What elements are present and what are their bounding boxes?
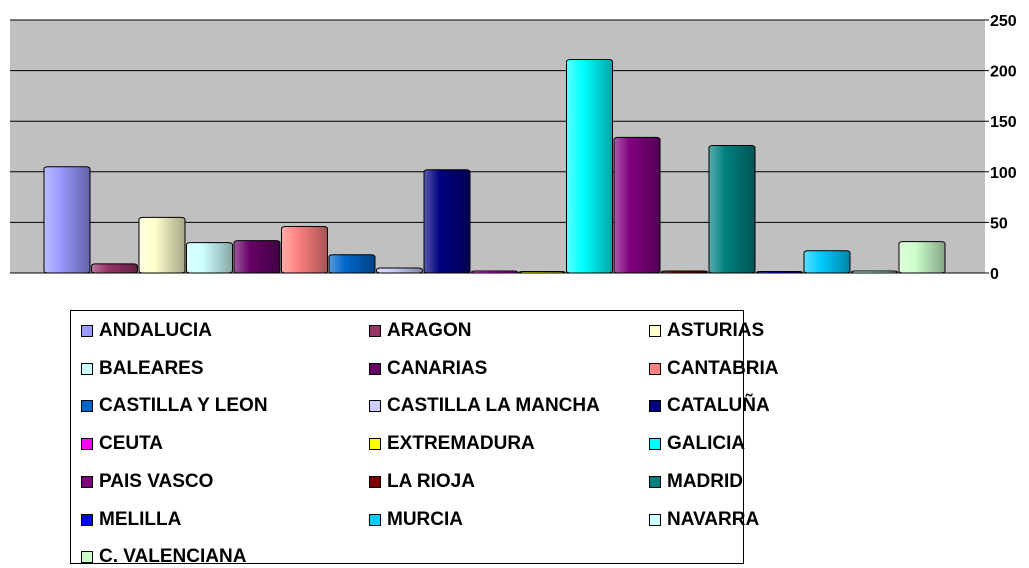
legend-swatch	[369, 325, 381, 337]
bar-canarias	[233, 240, 281, 274]
bar-aragon	[91, 263, 138, 274]
legend: ANDALUCIA ARAGON ASTURIAS BALEARES CANARIAS C…	[70, 310, 779, 567]
legend-swatch	[369, 438, 381, 451]
legend-item: MELILLA	[81, 509, 181, 531]
y-tick-label: 250	[990, 13, 1017, 30]
y-tick-label: 200	[990, 64, 1017, 81]
legend-item: C. VALENCIANA	[81, 546, 246, 568]
legend-swatch	[369, 400, 381, 413]
legend-label: NAVARRA	[667, 508, 760, 530]
legend-label: PAIS VASCO	[99, 470, 214, 492]
bar-extremadura	[518, 271, 566, 274]
y-axis: 0 50 100 150 200 250	[990, 13, 1017, 283]
legend-label: CANTABRIA	[667, 357, 779, 379]
legend-item: CASTILLA Y LEON	[81, 395, 268, 417]
bar-cantabria	[281, 225, 328, 274]
legend-swatch	[81, 325, 93, 337]
legend-item: CEUTA	[81, 433, 163, 455]
legend-item: EXTREMADURA	[369, 433, 535, 455]
y-tick-label: 50	[990, 215, 1008, 232]
bar-murcia	[803, 250, 851, 274]
bar-madrid	[708, 144, 756, 274]
bars	[43, 58, 946, 274]
legend-swatch	[369, 362, 381, 375]
legend-item: NAVARRA	[649, 509, 759, 531]
legend-swatch	[649, 362, 661, 375]
legend-label: BALEARES	[99, 357, 204, 379]
legend-label: CANARIAS	[387, 357, 488, 379]
bar-castilla-y-leon	[328, 254, 376, 274]
legend-item: GALICIA	[649, 433, 745, 455]
legend-item: PAIS VASCO	[81, 471, 213, 493]
legend-item: MADRID	[649, 471, 743, 493]
legend-swatch	[649, 475, 661, 488]
legend-item: CASTILLA LA MANCHA	[369, 395, 600, 417]
legend-label: MELILLA	[99, 508, 182, 530]
legend-swatch	[81, 475, 93, 488]
bar-galicia	[566, 58, 613, 274]
legend-item: LA RIOJA	[369, 471, 475, 493]
legend-swatch	[649, 325, 661, 337]
legend-label: C. VALENCIANA	[99, 546, 247, 568]
legend-label: MURCIA	[387, 508, 463, 530]
legend-label: ANDALUCIA	[99, 320, 212, 341]
bar-andalucia	[43, 166, 91, 274]
legend-label: LA RIOJA	[387, 470, 475, 492]
legend-swatch	[81, 551, 93, 564]
legend-label: ARAGON	[387, 320, 472, 341]
legend-item: BALEARES	[81, 358, 204, 380]
legend-item: ARAGON	[369, 320, 471, 342]
legend-swatch	[649, 438, 661, 451]
legend-swatch	[369, 513, 381, 526]
bar-catalu-a	[423, 169, 471, 274]
y-tick-label: 150	[990, 114, 1017, 131]
y-tick-label: 100	[990, 165, 1017, 182]
legend-item: MURCIA	[369, 509, 463, 531]
bar-ceuta	[471, 270, 518, 274]
bar-asturias	[138, 216, 186, 274]
legend-swatch	[649, 400, 661, 413]
legend-item: CANARIAS	[369, 358, 487, 380]
legend-swatch	[81, 400, 93, 413]
legend-label: CEUTA	[99, 433, 164, 455]
legend-label: ASTURIAS	[667, 320, 765, 341]
y-tick-label: 0	[990, 266, 999, 283]
legend-item: CANTABRIA	[649, 358, 779, 380]
bar-la-rioja	[661, 270, 708, 274]
bar-pais-vasco	[613, 136, 661, 274]
legend-label: CATALUÑA	[667, 395, 770, 417]
legend-swatch	[649, 513, 661, 526]
legend-swatch	[81, 513, 93, 526]
legend-item: ANDALUCIA	[81, 320, 212, 342]
bar-navarra	[851, 270, 898, 274]
legend-swatch	[369, 475, 381, 488]
legend-label: MADRID	[667, 470, 743, 492]
bar-chart: 0 50 100 150 200 250	[10, 13, 1017, 283]
legend-label: CASTILLA Y LEON	[99, 395, 268, 417]
bar-baleares	[186, 242, 233, 274]
legend-swatch	[81, 362, 93, 375]
bar-melilla	[756, 271, 803, 274]
legend-item: CATALUÑA	[649, 395, 770, 417]
legend-label: GALICIA	[667, 433, 746, 455]
legend-swatch	[81, 438, 93, 451]
legend-label: EXTREMADURA	[387, 433, 535, 455]
bar-castilla-la-mancha	[376, 267, 423, 274]
bar-c-valenciana	[898, 241, 946, 274]
legend-item: ASTURIAS	[649, 320, 764, 342]
legend-label: CASTILLA LA MANCHA	[387, 395, 600, 417]
